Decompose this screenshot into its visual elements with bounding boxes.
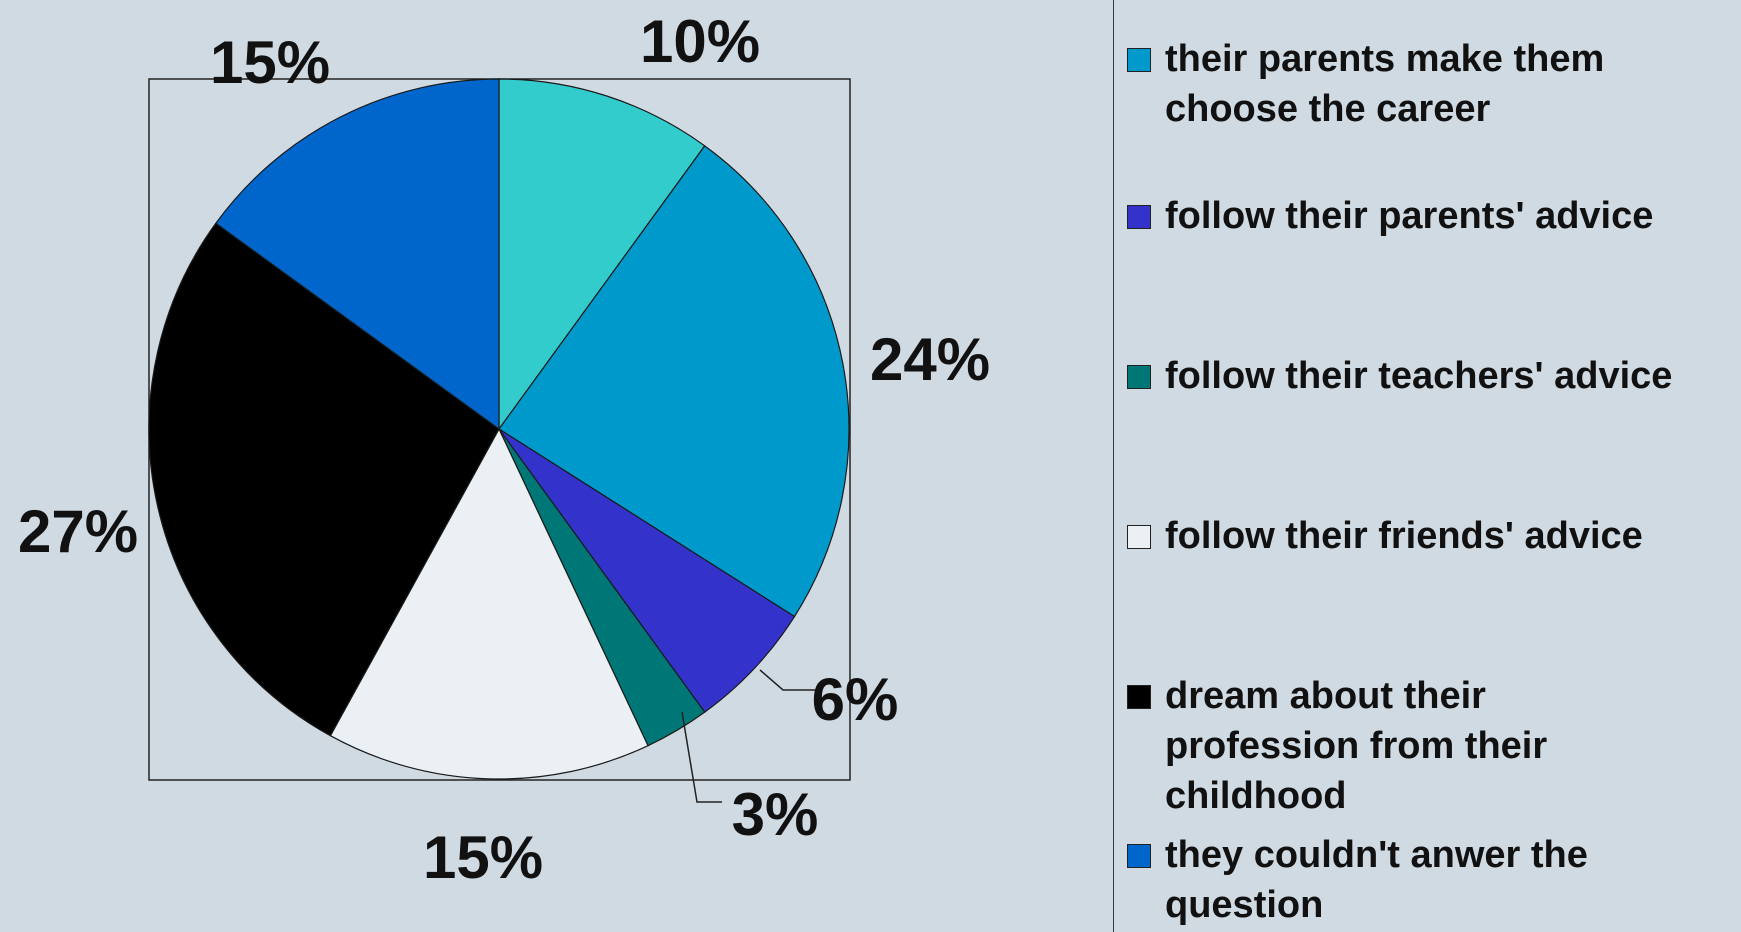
data-label: 6% [812,666,899,733]
data-label: 15% [210,29,330,96]
leader-line [681,711,722,803]
pie-slice [498,428,796,713]
legend-label: follow their teachers' advice [1165,355,1673,397]
legend-swatch [1127,844,1151,868]
data-label: 3% [732,781,819,848]
legend-swatch [1127,205,1151,229]
leader-line [759,669,820,691]
legend-label: follow their friends' advice [1165,515,1643,557]
legend-label: follow their parents' advice [1165,195,1654,237]
data-label: 27% [18,498,138,565]
legend-swatch [1127,48,1151,72]
legend-divider [1113,0,1114,932]
pie-slice [215,78,500,431]
legend-swatch [1127,365,1151,389]
pie-slice [148,222,500,737]
data-labels: 10% 24% 6% 3% 15% 27% 15% [18,8,990,891]
legend-swatch [1127,525,1151,549]
pie-slice [498,145,850,618]
leader-lines [681,669,820,803]
legend-swatch [1127,685,1151,709]
data-label: 15% [423,824,543,891]
data-label: 10% [640,8,760,75]
pie-slice [329,427,649,780]
pie-slice [498,78,706,431]
legend: their parents make them choose the caree… [1127,0,1741,932]
pie-slices [148,78,850,780]
legend-label: they couldn't anwer the question [1165,834,1588,926]
data-label: 24% [870,326,990,393]
legend-label: their parents make them choose the caree… [1165,38,1605,130]
pie-chart: 10% 24% 6% 3% 15% 27% 15% [18,8,990,891]
legend-label: dream about their profession from their … [1165,675,1548,817]
